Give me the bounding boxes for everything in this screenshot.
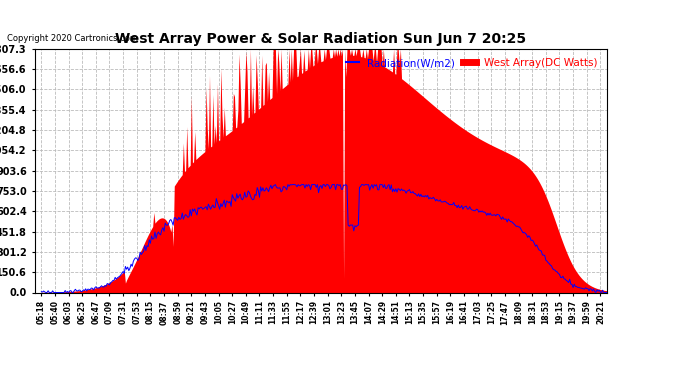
- Legend: Radiation(W/m2), West Array(DC Watts): Radiation(W/m2), West Array(DC Watts): [342, 54, 602, 72]
- Title: West Array Power & Solar Radiation Sun Jun 7 20:25: West Array Power & Solar Radiation Sun J…: [115, 32, 526, 46]
- Text: Copyright 2020 Cartronics.com: Copyright 2020 Cartronics.com: [7, 34, 138, 43]
